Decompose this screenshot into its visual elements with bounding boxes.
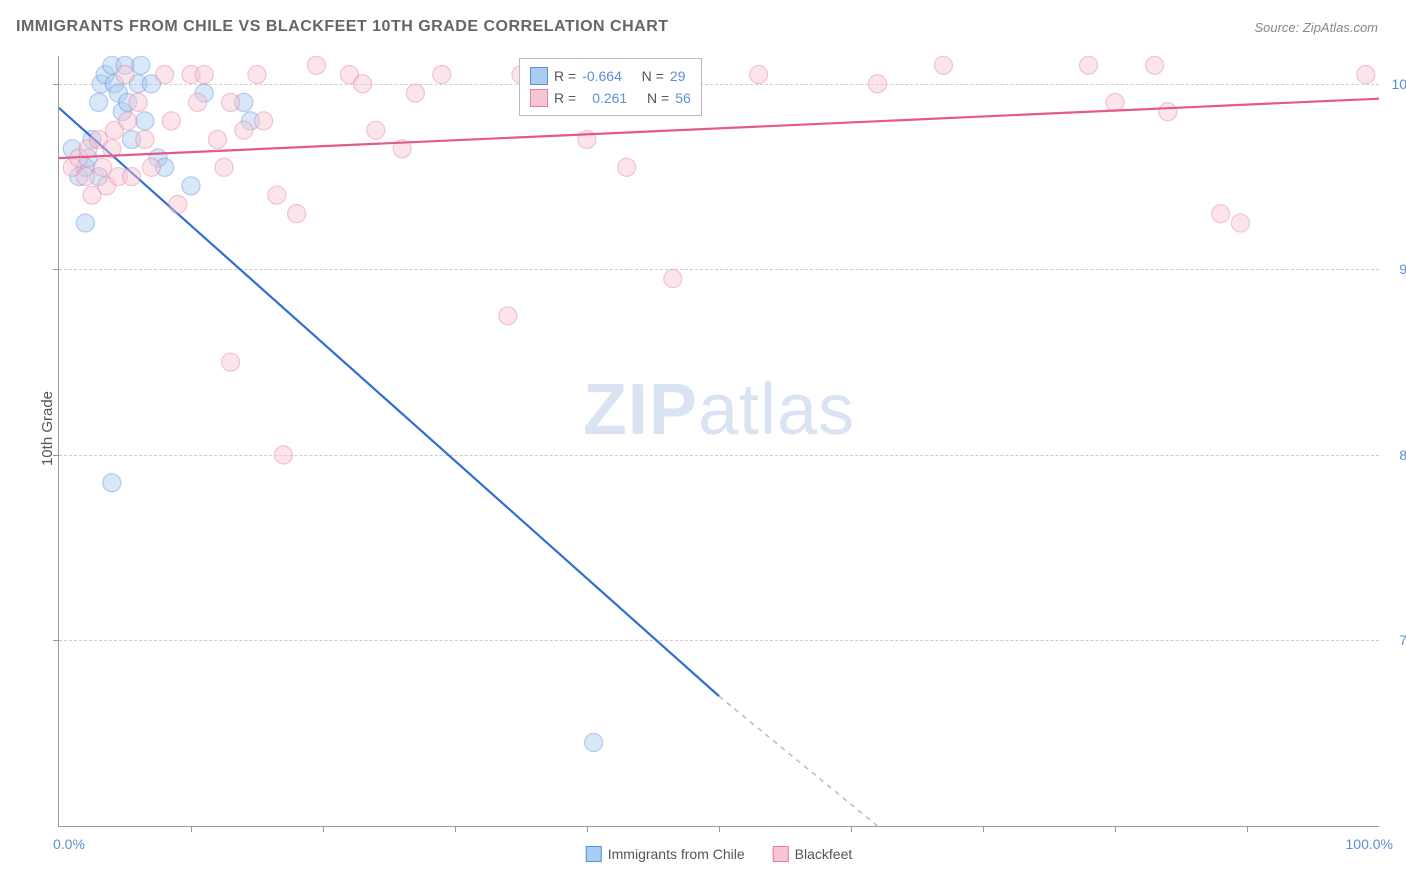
data-point	[136, 112, 154, 130]
data-point	[1212, 205, 1230, 223]
data-point	[119, 112, 137, 130]
data-point	[76, 214, 94, 232]
legend-label-chile: Immigrants from Chile	[608, 846, 745, 862]
legend-square-blackfeet	[530, 89, 548, 107]
correlation-legend: R = -0.664 N = 29 R = 0.261 N = 56	[519, 58, 702, 116]
source-label: Source: ZipAtlas.com	[1254, 20, 1378, 35]
data-point	[585, 734, 603, 752]
r-label: R =	[554, 87, 576, 109]
chart-title: IMMIGRANTS FROM CHILE VS BLACKFEET 10TH …	[16, 18, 669, 36]
x-tick-left: 0.0%	[53, 836, 85, 852]
data-point	[255, 112, 273, 130]
x-tick-right: 100.0%	[1346, 836, 1393, 852]
data-point	[354, 75, 372, 93]
data-point	[90, 93, 108, 111]
data-point	[235, 121, 253, 139]
legend-row-blackfeet: R = 0.261 N = 56	[530, 87, 691, 109]
data-point	[103, 474, 121, 492]
legend-sq-blackfeet	[773, 846, 789, 862]
data-point	[116, 66, 134, 84]
x-tickmark	[851, 826, 852, 832]
data-point	[1357, 66, 1375, 84]
data-point	[1106, 93, 1124, 111]
data-point	[94, 158, 112, 176]
data-point	[406, 84, 424, 102]
data-point	[307, 56, 325, 74]
x-tickmark	[719, 826, 720, 832]
legend-item-chile: Immigrants from Chile	[586, 846, 745, 862]
chart-svg-layer	[59, 56, 1379, 826]
n-value-blackfeet: 56	[675, 87, 691, 109]
data-point	[288, 205, 306, 223]
x-tickmark	[1115, 826, 1116, 832]
x-tickmark	[191, 826, 192, 832]
x-tickmark	[1247, 826, 1248, 832]
plot-area: ZIPatlas R = -0.664 N = 29 R = 0.261 N =…	[58, 56, 1379, 827]
r-value-blackfeet: 0.261	[582, 87, 627, 109]
data-point	[433, 66, 451, 84]
y-tickmark	[53, 455, 59, 456]
data-point	[1146, 56, 1164, 74]
data-point	[215, 158, 233, 176]
data-point	[268, 186, 286, 204]
legend-label-blackfeet: Blackfeet	[795, 846, 853, 862]
data-point	[934, 56, 952, 74]
y-tick-label: 70.0%	[1389, 632, 1406, 648]
legend-square-chile	[530, 67, 548, 85]
data-point	[142, 158, 160, 176]
x-tickmark	[323, 826, 324, 832]
data-point	[222, 353, 240, 371]
legend-row-chile: R = -0.664 N = 29	[530, 65, 691, 87]
data-point	[169, 195, 187, 213]
data-point	[664, 270, 682, 288]
r-value-chile: -0.664	[582, 65, 622, 87]
regression-line-dashed	[719, 696, 877, 826]
legend-sq-chile	[586, 846, 602, 862]
y-tick-label: 100.0%	[1389, 76, 1406, 92]
x-tickmark	[455, 826, 456, 832]
data-point	[195, 66, 213, 84]
data-point	[129, 93, 147, 111]
data-point	[499, 307, 517, 325]
x-tickmark	[983, 826, 984, 832]
data-point	[136, 130, 154, 148]
regression-line	[59, 99, 1379, 158]
r-label: R =	[554, 65, 576, 87]
data-point	[868, 75, 886, 93]
data-point	[132, 56, 150, 74]
data-point	[1080, 56, 1098, 74]
data-point	[208, 130, 226, 148]
y-tickmark	[53, 84, 59, 85]
data-point	[156, 66, 174, 84]
data-point	[123, 168, 141, 186]
y-tick-label: 90.0%	[1389, 261, 1406, 277]
regression-line	[59, 108, 719, 696]
data-point	[222, 93, 240, 111]
data-point	[274, 446, 292, 464]
data-point	[182, 177, 200, 195]
data-point	[1159, 103, 1177, 121]
x-tickmark	[587, 826, 588, 832]
y-tickmark	[53, 269, 59, 270]
n-label: N =	[642, 65, 664, 87]
data-point	[618, 158, 636, 176]
data-point	[76, 168, 94, 186]
data-point	[189, 93, 207, 111]
data-point	[1231, 214, 1249, 232]
n-value-chile: 29	[670, 65, 686, 87]
legend-item-blackfeet: Blackfeet	[773, 846, 853, 862]
data-point	[750, 66, 768, 84]
y-tickmark	[53, 640, 59, 641]
series-legend: Immigrants from Chile Blackfeet	[586, 846, 853, 862]
data-point	[367, 121, 385, 139]
y-tick-label: 80.0%	[1389, 447, 1406, 463]
n-label: N =	[647, 87, 669, 109]
data-point	[248, 66, 266, 84]
data-point	[162, 112, 180, 130]
